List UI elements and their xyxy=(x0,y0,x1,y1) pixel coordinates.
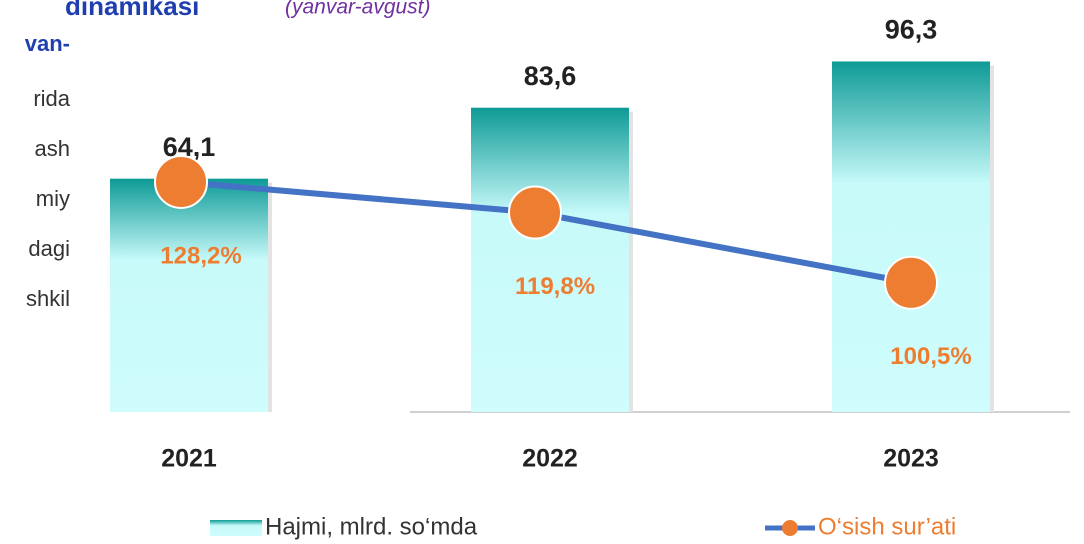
side-line: ash xyxy=(35,136,70,161)
growth-value-label: 119,8% xyxy=(515,273,595,300)
x-tick-label: 2021 xyxy=(161,445,217,473)
side-line: dagi xyxy=(28,236,70,261)
bar xyxy=(471,107,629,413)
growth-marker xyxy=(154,154,208,209)
growth-value-label: 100,5% xyxy=(890,343,971,370)
side-line: van- xyxy=(25,31,70,56)
side-line: miy xyxy=(36,186,70,211)
bar-value-label: 96,3 xyxy=(885,15,938,45)
chart-title: dinamikasi xyxy=(65,0,199,21)
x-tick-label: 2022 xyxy=(522,445,578,473)
side-line: rida xyxy=(33,86,70,111)
x-tick-label: 2023 xyxy=(883,445,939,473)
growth-marker xyxy=(508,185,562,240)
growth-marker xyxy=(884,255,938,310)
growth-value-label: 128,2% xyxy=(160,242,241,269)
side-line: shkil xyxy=(26,286,70,311)
bar xyxy=(110,178,268,412)
chart-subtitle: (yanvar-avgust) xyxy=(285,0,431,19)
legend-marker xyxy=(782,520,798,536)
bar-value-label: 83,6 xyxy=(524,61,577,91)
legend-swatch xyxy=(210,520,262,536)
legend-label: Hajmi, mlrd. so‘mda xyxy=(265,513,478,540)
legend-label: O‘sish sur’ati xyxy=(818,513,956,540)
bar xyxy=(832,61,990,413)
side-text: van- rida ash miy dagi shkil xyxy=(25,31,71,311)
